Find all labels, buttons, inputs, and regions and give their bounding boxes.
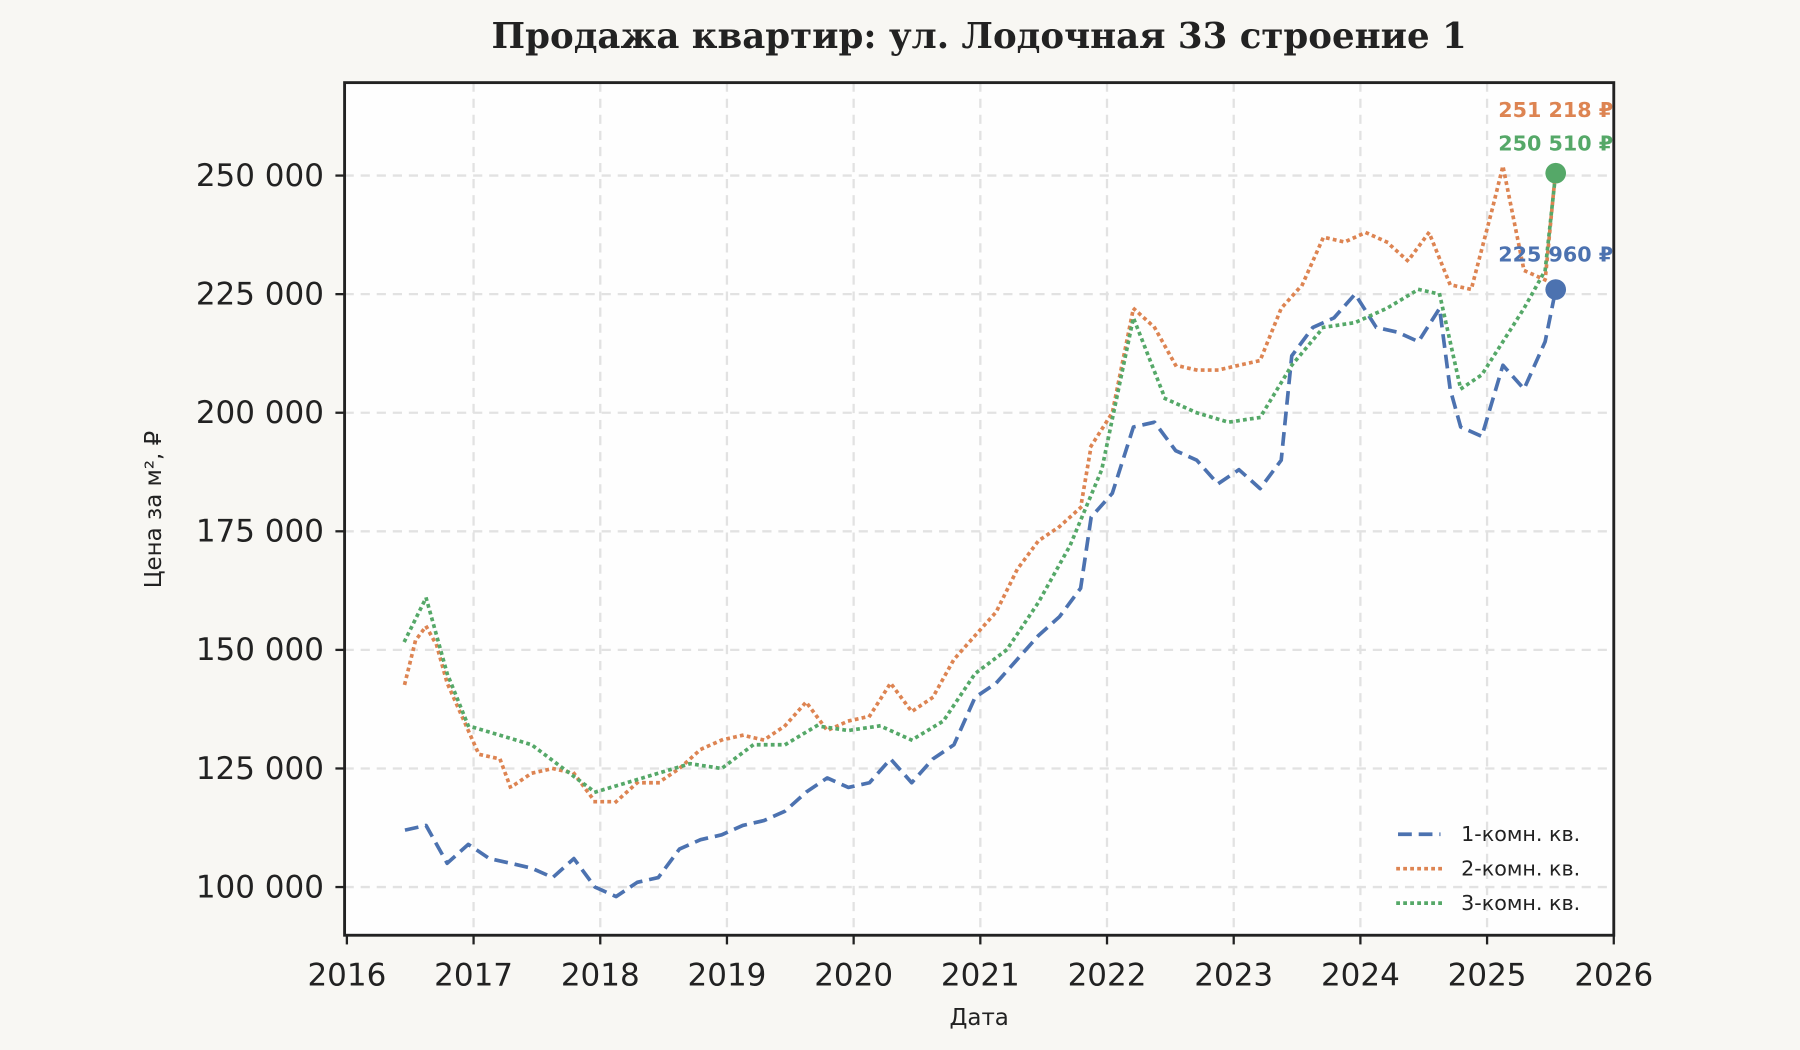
x-tick-label: 2024 (1321, 958, 1400, 994)
end-value-label-2: 251 218 ₽ (1498, 98, 1613, 122)
x-tick-label: 2019 (688, 958, 767, 994)
y-tick-label: 125 000 (196, 751, 324, 787)
y-tick-label: 225 000 (196, 276, 324, 312)
x-tick-label: 2021 (941, 958, 1020, 994)
series-line-1 (404, 289, 1558, 899)
end-points: 225 960 ₽ 251 218 ₽ 250 510 ₽ (1498, 98, 1613, 300)
x-tick-label: 2025 (1448, 958, 1527, 994)
y-tick-label: 175 000 (196, 514, 324, 550)
end-point-3 (1545, 162, 1567, 184)
x-tick-label: 2023 (1194, 958, 1273, 994)
y-tick-label: 250 000 (196, 158, 324, 194)
x-tick-label: 2026 (1574, 958, 1653, 994)
x-tick-label: 2022 (1068, 958, 1147, 994)
end-value-label-3: 250 510 ₽ (1498, 131, 1613, 155)
end-point-1 (1545, 279, 1567, 300)
x-tick-label: 2020 (814, 958, 893, 994)
series-lines (402, 164, 1558, 899)
x-axis-label: Дата (949, 1005, 1008, 1031)
y-axis: 100 000 125 000 150 000 175 000 200 000 225 0… (196, 158, 345, 905)
x-tick-label: 2017 (434, 958, 513, 994)
legend-label-3: 3-комн. кв. (1461, 891, 1580, 915)
legend-label-1: 1-комн. кв. (1461, 822, 1580, 846)
series-line-3 (402, 171, 1558, 794)
x-axis: 2016 2017 2018 2019 2020 2021 2022 2023 2024 2025… (307, 935, 1653, 994)
chart-title: Продажа квартир: ул. Лодочная 33 строени… (492, 16, 1467, 57)
y-tick-label: 200 000 (196, 395, 324, 431)
y-axis-label: Цена за м², ₽ (141, 431, 167, 588)
legend-label-2: 2-комн. кв. (1461, 857, 1580, 881)
x-tick-label: 2018 (561, 958, 640, 994)
end-value-label-1: 225 960 ₽ (1498, 243, 1613, 267)
legend: 1-комн. кв. 2-комн. кв. 3-комн. кв. (1396, 822, 1580, 915)
x-tick-label: 2016 (307, 958, 386, 994)
y-tick-label: 100 000 (196, 869, 324, 905)
y-tick-label: 150 000 (196, 632, 324, 668)
grid (344, 82, 1614, 936)
